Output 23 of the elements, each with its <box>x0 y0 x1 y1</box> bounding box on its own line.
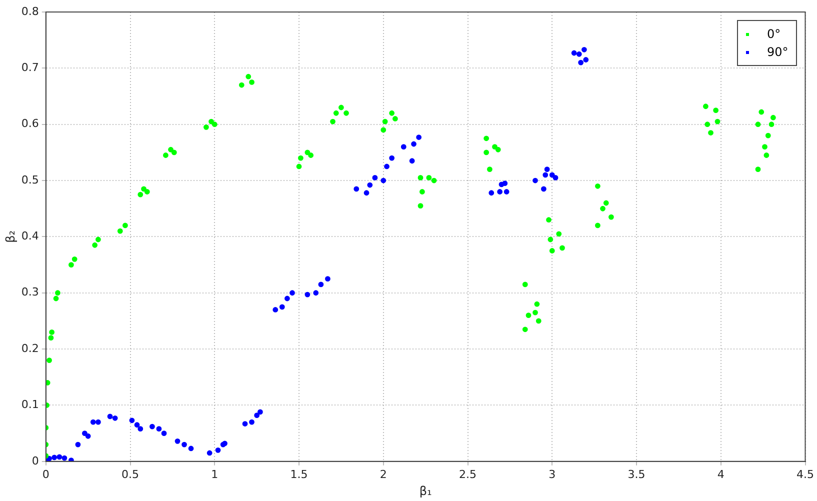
x-tick-label: 3.5 <box>628 468 646 481</box>
y-tick-label: 0.5 <box>21 173 39 186</box>
y-tick-label: 0.7 <box>21 61 39 74</box>
x-tick-label: 2 <box>380 468 387 481</box>
y-tick-label: 0.6 <box>21 117 39 130</box>
legend-label: 90° <box>766 45 788 59</box>
y-tick-label: 0.3 <box>21 286 39 299</box>
y-tick-label: 0.2 <box>21 342 39 355</box>
x-tick-label: 0 <box>42 468 50 481</box>
x-tick-label: 2.5 <box>459 468 477 481</box>
x-tick-label: 4 <box>717 468 724 481</box>
legend-label: 0° <box>766 27 781 41</box>
y-tick-label: 0 <box>32 454 39 468</box>
x-tick-label: 4.5 <box>796 468 814 481</box>
x-tick-label: 3 <box>548 468 556 481</box>
x-tick-label: 0.5 <box>122 468 140 481</box>
x-axis-title: β₁ <box>419 484 432 498</box>
y-tick-label: 0.8 <box>21 4 39 18</box>
y-tick-label: 0.4 <box>21 230 39 243</box>
x-tick-label: 1.5 <box>290 468 308 481</box>
y-tick-label: 0.1 <box>21 398 39 412</box>
x-tick-label: 1 <box>211 468 218 481</box>
y-axis-title: β₂ <box>3 230 18 243</box>
